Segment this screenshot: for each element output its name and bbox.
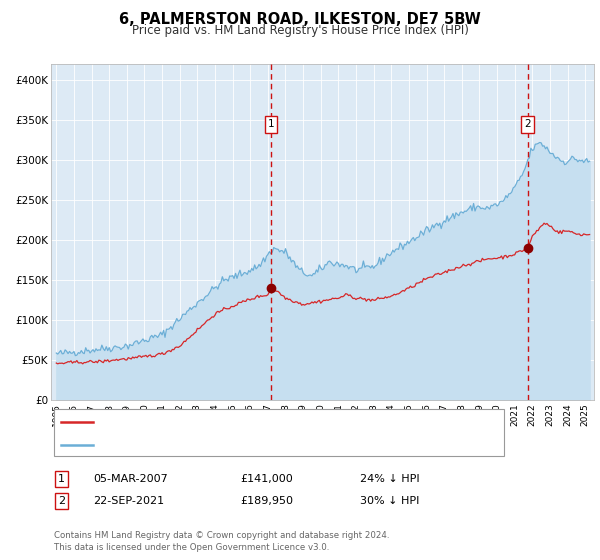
Text: 24% ↓ HPI: 24% ↓ HPI	[360, 474, 419, 484]
Text: 30% ↓ HPI: 30% ↓ HPI	[360, 496, 419, 506]
Text: 22-SEP-2021: 22-SEP-2021	[93, 496, 164, 506]
Text: 1: 1	[268, 119, 274, 129]
Text: £141,000: £141,000	[240, 474, 293, 484]
Text: Price paid vs. HM Land Registry's House Price Index (HPI): Price paid vs. HM Land Registry's House …	[131, 24, 469, 36]
Text: £189,950: £189,950	[240, 496, 293, 506]
Text: 6, PALMERSTON ROAD, ILKESTON, DE7 5BW: 6, PALMERSTON ROAD, ILKESTON, DE7 5BW	[119, 12, 481, 27]
Text: 1: 1	[58, 474, 65, 484]
Text: HPI: Average price, detached house, Erewash: HPI: Average price, detached house, Erew…	[98, 440, 335, 450]
Text: 6, PALMERSTON ROAD, ILKESTON, DE7 5BW (detached house): 6, PALMERSTON ROAD, ILKESTON, DE7 5BW (d…	[98, 417, 422, 427]
Text: 2: 2	[58, 496, 65, 506]
Text: Contains HM Land Registry data © Crown copyright and database right 2024.
This d: Contains HM Land Registry data © Crown c…	[54, 531, 389, 552]
Text: 2: 2	[524, 119, 531, 129]
Text: 05-MAR-2007: 05-MAR-2007	[93, 474, 168, 484]
